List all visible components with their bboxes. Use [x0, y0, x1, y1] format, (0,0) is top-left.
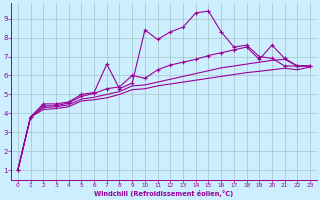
X-axis label: Windchill (Refroidissement éolien,°C): Windchill (Refroidissement éolien,°C): [94, 190, 234, 197]
